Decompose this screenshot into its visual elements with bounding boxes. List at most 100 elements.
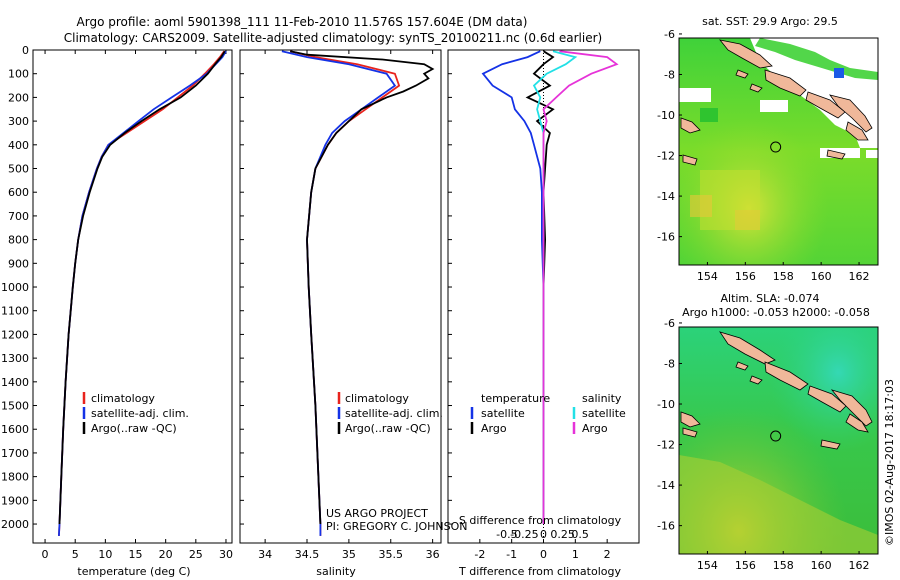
- x-tick-label: 34.5: [295, 548, 320, 561]
- y-tick-label: 1500: [1, 400, 29, 413]
- y-tick-label: 0: [22, 44, 29, 57]
- map-x-tick-label: 156: [735, 559, 756, 572]
- map-x-tick-label: 158: [773, 270, 794, 283]
- x-tick-label: 36: [426, 548, 440, 561]
- header-line-2: Climatology: CARS2009. Satellite-adjuste…: [64, 31, 602, 45]
- sst-map-image: [679, 38, 878, 265]
- map-y-tick-label: -6: [664, 28, 675, 41]
- y-tick-label: 1900: [1, 494, 29, 507]
- y-tick-label: 200: [8, 91, 29, 104]
- temperature-ticks: 0 5 10 15 20 25 300100200300400500600700800900…: [1, 44, 233, 561]
- difference-xlabel-top: S difference from climatology: [459, 514, 622, 527]
- map-x-tick-label: 158: [773, 559, 794, 572]
- y-tick-label: 800: [8, 234, 29, 247]
- series-line-climatology: [58, 50, 225, 536]
- x-tick-label-T: 2: [604, 548, 611, 561]
- map-x-tick-label: 160: [811, 270, 832, 283]
- y-tick-label: 1400: [1, 376, 29, 389]
- legend-header-salinity: salinity: [582, 392, 622, 405]
- y-tick-label: 900: [8, 257, 29, 270]
- x-tick-label: 30: [219, 548, 233, 561]
- x-tick-label-T: 1: [572, 548, 579, 561]
- x-tick-label-T: 0: [540, 548, 547, 561]
- y-tick-label: 1000: [1, 281, 29, 294]
- legend-label-satellite: satellite-adj. clim.: [345, 407, 443, 420]
- salinity-legend: climatology satellite-adj. clim. Argo(..…: [337, 392, 443, 435]
- temperature-lines: [58, 50, 227, 536]
- map-y-tick-label: -12: [657, 150, 675, 163]
- y-tick-label: 400: [8, 139, 29, 152]
- x-tick-label-T: -1: [506, 548, 517, 561]
- y-tick-label: 1800: [1, 471, 29, 484]
- x-tick-label: 5: [72, 548, 79, 561]
- difference-lines: [481, 50, 619, 543]
- x-tick-label-T: -2: [474, 548, 485, 561]
- difference-legend: temperature salinity satellite Argo sate…: [470, 392, 626, 435]
- series-line-salinity-satellite: [532, 50, 578, 524]
- x-tick-label-S: -0.5: [496, 528, 517, 541]
- series-line-salinity-argo: [542, 50, 619, 524]
- difference-xlabel: T difference from climatology: [458, 565, 621, 578]
- map-y-tick-label: -14: [657, 479, 675, 492]
- y-tick-label: 1300: [1, 352, 29, 365]
- x-tick-label-S: 0: [540, 528, 547, 541]
- map-y-tick-label: -14: [657, 190, 675, 203]
- legend-label-argo: Argo(..raw -QC): [345, 422, 431, 435]
- x-tick-label: 35: [342, 548, 356, 561]
- y-tick-label: 100: [8, 68, 29, 81]
- credit-pi: PI: GREGORY C. JOHNSON: [326, 520, 467, 533]
- y-tick-label: 2000: [1, 518, 29, 531]
- y-tick-label: 500: [8, 163, 29, 176]
- y-tick-label: 700: [8, 210, 29, 223]
- y-tick-label: 1700: [1, 447, 29, 460]
- y-tick-label: 1600: [1, 423, 29, 436]
- map-y-tick-label: -8: [664, 357, 675, 370]
- map-y-tick-label: -16: [657, 231, 675, 244]
- legend-label-temp-argo: Argo: [481, 422, 507, 435]
- x-tick-label: 0: [42, 548, 49, 561]
- series-line-temperature-satellite: [481, 50, 545, 524]
- x-tick-label-S: 0.5: [571, 528, 589, 541]
- salinity-ticks: 34 34.5 35 35.5 36: [240, 49, 440, 561]
- x-tick-label: 25: [189, 548, 203, 561]
- legend-label-sal-argo: Argo: [582, 422, 608, 435]
- map-y-tick-label: -16: [657, 520, 675, 533]
- sla-map-image: [679, 327, 878, 554]
- x-tick-label: 15: [129, 548, 143, 561]
- legend-label-argo: Argo(..raw -QC): [91, 422, 177, 435]
- y-tick-label: 1100: [1, 305, 29, 318]
- map-y-tick-label: -8: [664, 68, 675, 81]
- map-y-tick-label: -10: [657, 109, 675, 122]
- map-x-tick-label: 156: [735, 270, 756, 283]
- sst-map-frame: [678, 37, 879, 266]
- sla-map-argo-location-marker: [770, 430, 782, 442]
- series-line-argo: [58, 50, 226, 525]
- y-tick-label: 300: [8, 115, 29, 128]
- legend-label-sal-satellite: satellite: [582, 407, 626, 420]
- x-tick-label: 35.5: [379, 548, 404, 561]
- y-tick-label: 600: [8, 186, 29, 199]
- sla-map-title-2: Argo h1000: -0.053 h2000: -0.058: [682, 306, 870, 319]
- difference-ticks: -2 -1 0 1 2 -0.5-0.25 0 0.250.5: [448, 49, 611, 561]
- sla-map-title-1: Altim. SLA: -0.074: [720, 292, 819, 305]
- series-line-satellite: [281, 50, 397, 536]
- x-tick-label-S: 0.25: [550, 528, 575, 541]
- map-y-tick-label: -6: [664, 317, 675, 330]
- legend-label-satellite: satellite-adj. clim.: [91, 407, 189, 420]
- sst-map-ticks: 154 156 158 160 162 -6 -8 -10 -12 -14 -16: [657, 28, 870, 283]
- credit-project: US ARGO PROJECT: [326, 507, 428, 520]
- map-x-tick-label: 162: [849, 270, 870, 283]
- temperature-xlabel: temperature (deg C): [77, 565, 190, 578]
- sla-map-frame: [678, 326, 879, 555]
- sst-map-title: sat. SST: 29.9 Argo: 29.5: [702, 15, 838, 28]
- map-x-tick-label: 160: [811, 559, 832, 572]
- legend-label-temp-satellite: satellite: [481, 407, 525, 420]
- salinity-xlabel: salinity: [316, 565, 356, 578]
- x-tick-label: 20: [159, 548, 173, 561]
- map-x-tick-label: 154: [697, 559, 718, 572]
- sla-map-ticks: 154 156 158 160 162 -6 -8 -10 -12 -14 -16: [657, 317, 870, 572]
- sst-map-argo-location-marker: [770, 141, 782, 153]
- map-y-tick-label: -10: [657, 398, 675, 411]
- map-y-tick-label: -12: [657, 439, 675, 452]
